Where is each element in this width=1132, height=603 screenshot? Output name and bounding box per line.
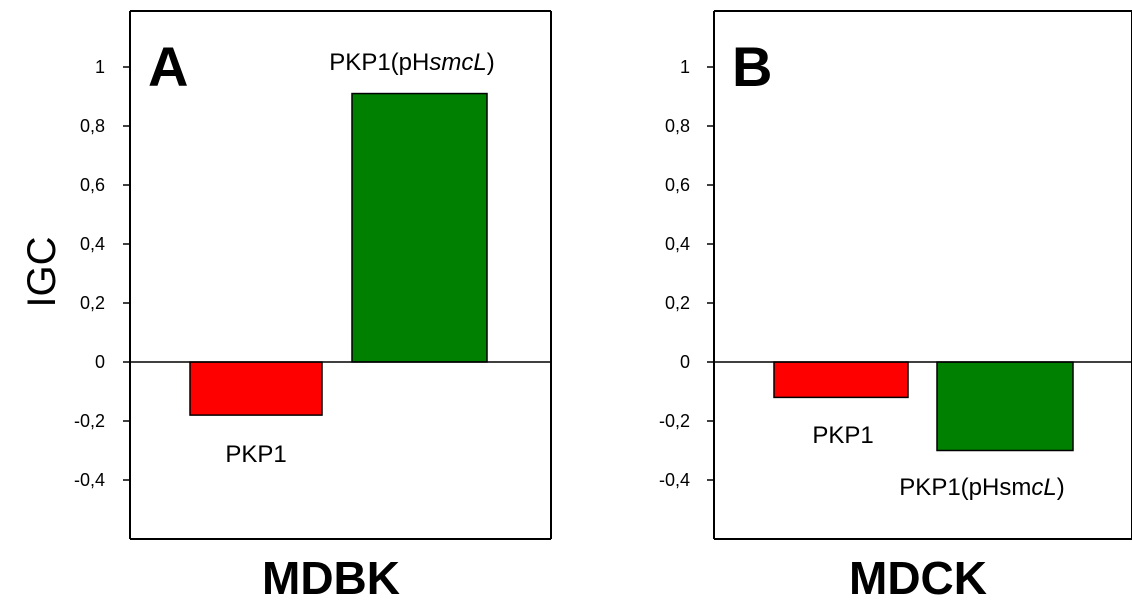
y-tick-label: 0,8 — [80, 116, 105, 136]
y-tick-label: -0,2 — [74, 411, 105, 431]
x-axis-label: MDBK — [262, 552, 400, 603]
y-tick-label: 0,4 — [665, 234, 690, 254]
bar-label: PKP1 — [812, 422, 873, 449]
chart-panel-a: -0,4 -0,2 0 0,2 0,4 0,6 0,8 1 PKP1 PKP1(pHsmcL) A M… — [74, 10, 552, 603]
y-tick-label: -0,2 — [659, 411, 690, 431]
bar-pkp1-phsmcl — [351, 92, 488, 363]
bar-label: PKP1(pHsmcL) — [329, 49, 494, 76]
y-tick-label: 1 — [95, 57, 105, 77]
chart-panels: -0,4 -0,2 0 0,2 0,4 0,6 0,8 1 PKP1 PKP1(pHsmcL) A M… — [74, 10, 1132, 603]
panel-letter: A — [148, 35, 188, 98]
y-tick-label: 0,4 — [80, 234, 105, 254]
y-tick-label: -0,4 — [74, 470, 105, 490]
x-axis-label: MDCK — [849, 552, 987, 603]
bar-pkp1 — [773, 361, 909, 399]
bar-pkp1 — [189, 361, 323, 416]
chart-panel-b: -0,4 -0,2 0 0,2 0,4 0,6 0,8 1 PKP1 PKP1(pHsmcL) B M… — [659, 10, 1132, 603]
y-tick-label: 0,8 — [665, 116, 690, 136]
y-axis-label: IGC — [20, 236, 64, 307]
y-tick-label: 0 — [95, 352, 105, 372]
y-tick-label: 0 — [680, 352, 690, 372]
y-tick-label: 0,2 — [665, 293, 690, 313]
y-tick-label: -0,4 — [659, 470, 690, 490]
bar-pkp1-phsmcl — [936, 361, 1074, 452]
y-tick-label: 1 — [680, 57, 690, 77]
bar-label: PKP1 — [225, 441, 286, 468]
bar-label: PKP1(pHsmcL) — [899, 474, 1064, 501]
y-tick-label: 0,6 — [80, 175, 105, 195]
y-tick-label: 0,6 — [665, 175, 690, 195]
panel-letter: B — [732, 35, 772, 98]
y-tick-label: 0,2 — [80, 293, 105, 313]
